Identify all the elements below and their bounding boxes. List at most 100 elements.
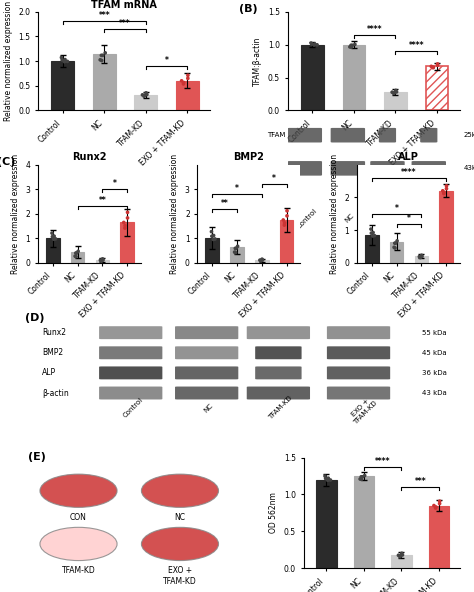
FancyBboxPatch shape [175, 366, 238, 379]
Point [281, 218, 288, 227]
FancyBboxPatch shape [99, 387, 163, 400]
Point [443, 184, 450, 194]
FancyBboxPatch shape [255, 366, 301, 379]
Point [440, 188, 448, 197]
Point [72, 248, 80, 258]
Ellipse shape [141, 527, 219, 561]
Text: *: * [407, 214, 411, 223]
Point [232, 248, 239, 258]
Bar [280, 220, 293, 263]
Point [371, 231, 378, 240]
Point [98, 256, 105, 266]
FancyBboxPatch shape [331, 128, 365, 143]
FancyBboxPatch shape [370, 161, 405, 176]
Point [361, 471, 368, 480]
Point [325, 474, 332, 483]
Y-axis label: TFAM:β-actin: TFAM:β-actin [253, 36, 262, 86]
Title: Runx2: Runx2 [72, 152, 107, 162]
Point [208, 231, 216, 241]
Point [99, 254, 106, 263]
Text: (E): (E) [28, 452, 46, 462]
Point [58, 55, 66, 65]
Point [417, 253, 424, 262]
Point [120, 218, 128, 227]
Point [418, 250, 425, 260]
Ellipse shape [40, 527, 117, 561]
Point [307, 38, 315, 48]
Text: *: * [235, 184, 239, 193]
Point [257, 256, 264, 266]
Point [416, 252, 423, 261]
Point [346, 42, 354, 52]
Point [61, 55, 69, 65]
Point [369, 228, 377, 237]
Point [356, 474, 364, 484]
FancyBboxPatch shape [99, 326, 163, 339]
Point [390, 89, 398, 98]
Text: TFAM-KD: TFAM-KD [377, 205, 402, 231]
Bar [71, 252, 84, 263]
Point [359, 472, 366, 481]
Point [61, 57, 68, 66]
Point [180, 79, 187, 89]
Text: NC: NC [344, 213, 356, 224]
Bar [51, 61, 74, 110]
Text: NC: NC [203, 403, 214, 414]
Point [351, 40, 359, 49]
Point [211, 234, 219, 244]
Bar [96, 260, 109, 263]
Point [96, 55, 104, 65]
Point [280, 215, 287, 225]
Bar [365, 235, 379, 263]
Point [357, 472, 365, 481]
Text: EXO +
TFAM-KD: EXO + TFAM-KD [418, 205, 449, 236]
Point [399, 550, 406, 559]
Point [281, 220, 288, 230]
Point [440, 189, 447, 198]
FancyBboxPatch shape [288, 128, 322, 143]
Bar [120, 223, 134, 263]
Text: TFAM: TFAM [267, 132, 286, 138]
Point [358, 475, 365, 484]
Point [369, 231, 376, 241]
Point [313, 40, 321, 50]
Point [308, 40, 316, 49]
Point [98, 56, 105, 65]
Text: 43 kDa: 43 kDa [422, 390, 447, 396]
Point [367, 229, 375, 238]
Title: TFAM mRNA: TFAM mRNA [91, 0, 157, 9]
Y-axis label: Relative normalized expression: Relative normalized expression [4, 1, 13, 121]
Point [434, 59, 441, 69]
Point [97, 256, 104, 265]
Point [432, 503, 439, 513]
Point [392, 239, 400, 248]
Text: Control: Control [122, 397, 144, 419]
Bar [205, 239, 219, 263]
Title: ALP: ALP [398, 152, 419, 162]
Text: 55 kDa: 55 kDa [422, 330, 447, 336]
Point [232, 244, 240, 253]
Bar [429, 506, 449, 568]
Point [184, 73, 191, 83]
FancyBboxPatch shape [379, 128, 396, 143]
Text: (B): (B) [239, 4, 258, 14]
Point [324, 475, 331, 485]
Text: 43kDa: 43kDa [463, 165, 474, 171]
Point [396, 552, 404, 561]
Bar [93, 54, 116, 110]
Text: 25kDa: 25kDa [463, 132, 474, 138]
Point [178, 76, 185, 86]
Point [52, 234, 59, 243]
Text: ***: *** [119, 19, 131, 28]
FancyBboxPatch shape [175, 326, 238, 339]
FancyBboxPatch shape [255, 346, 301, 359]
Point [50, 234, 57, 244]
Bar [384, 92, 407, 110]
Point [121, 223, 128, 233]
Point [430, 501, 438, 510]
Point [99, 255, 107, 265]
FancyBboxPatch shape [327, 366, 390, 379]
Point [283, 211, 291, 221]
Point [391, 88, 399, 97]
Text: ****: **** [367, 25, 383, 34]
